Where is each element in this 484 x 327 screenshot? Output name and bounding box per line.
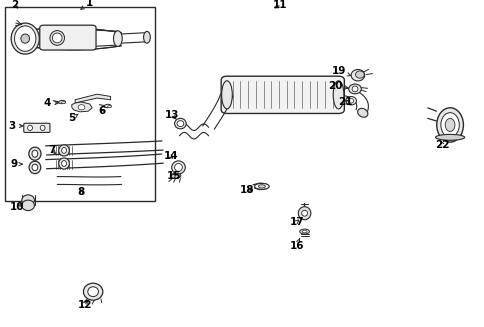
Ellipse shape (32, 164, 38, 171)
FancyBboxPatch shape (24, 123, 50, 132)
Text: 13: 13 (165, 110, 179, 120)
Ellipse shape (15, 26, 36, 51)
Ellipse shape (444, 118, 454, 131)
Ellipse shape (28, 125, 32, 130)
Ellipse shape (174, 118, 186, 129)
Text: 15: 15 (166, 171, 181, 181)
Ellipse shape (435, 134, 464, 140)
Ellipse shape (177, 121, 183, 127)
Text: 8: 8 (78, 187, 85, 197)
Ellipse shape (357, 108, 367, 117)
Ellipse shape (174, 164, 182, 171)
Ellipse shape (50, 31, 64, 45)
Ellipse shape (107, 106, 111, 108)
Ellipse shape (59, 158, 69, 169)
FancyBboxPatch shape (40, 25, 96, 50)
Ellipse shape (254, 183, 269, 189)
Ellipse shape (302, 230, 306, 233)
Ellipse shape (59, 100, 65, 104)
Polygon shape (72, 102, 92, 112)
Ellipse shape (32, 150, 38, 157)
Text: 18: 18 (240, 185, 254, 195)
Ellipse shape (351, 86, 357, 92)
Ellipse shape (61, 147, 66, 153)
Ellipse shape (29, 161, 41, 174)
Ellipse shape (83, 283, 103, 300)
Text: 6: 6 (98, 106, 105, 115)
Bar (5, 7, 155, 201)
Ellipse shape (440, 112, 458, 137)
Text: 20: 20 (328, 81, 348, 91)
Ellipse shape (348, 98, 353, 103)
Text: 1: 1 (81, 0, 93, 9)
Ellipse shape (11, 23, 39, 54)
Text: 4: 4 (44, 98, 58, 108)
Polygon shape (75, 94, 110, 103)
Ellipse shape (221, 81, 232, 109)
Ellipse shape (170, 173, 181, 179)
Text: 11: 11 (272, 0, 287, 10)
Ellipse shape (355, 71, 363, 78)
Bar (160, 7, 426, 311)
Ellipse shape (22, 195, 34, 205)
Ellipse shape (171, 161, 185, 174)
Ellipse shape (345, 96, 356, 105)
Ellipse shape (78, 105, 85, 110)
Ellipse shape (88, 287, 98, 297)
Ellipse shape (348, 84, 361, 94)
Text: 21: 21 (337, 97, 352, 107)
Text: 9: 9 (10, 159, 22, 169)
Ellipse shape (59, 145, 69, 156)
Ellipse shape (301, 210, 307, 216)
Ellipse shape (22, 200, 34, 211)
Ellipse shape (113, 31, 122, 46)
Ellipse shape (21, 34, 30, 43)
Text: 14: 14 (163, 151, 178, 161)
Text: 22: 22 (434, 140, 449, 149)
Text: 7: 7 (48, 146, 56, 155)
Ellipse shape (350, 70, 364, 81)
Ellipse shape (61, 161, 66, 166)
Ellipse shape (258, 185, 265, 188)
Ellipse shape (143, 31, 150, 43)
Text: 12: 12 (77, 300, 92, 310)
Ellipse shape (298, 207, 310, 220)
Ellipse shape (104, 104, 111, 108)
Ellipse shape (436, 108, 462, 142)
Text: 3: 3 (9, 121, 23, 131)
Ellipse shape (40, 125, 45, 130)
Text: 5: 5 (68, 113, 78, 123)
Ellipse shape (299, 229, 309, 234)
Text: 19: 19 (331, 66, 350, 76)
Text: 10: 10 (10, 202, 24, 212)
Ellipse shape (29, 147, 41, 160)
Ellipse shape (52, 33, 62, 43)
Text: 16: 16 (289, 238, 303, 251)
Ellipse shape (61, 102, 65, 104)
Text: 17: 17 (289, 217, 303, 227)
FancyBboxPatch shape (221, 76, 344, 113)
Ellipse shape (333, 81, 343, 109)
Text: 2: 2 (11, 0, 18, 10)
